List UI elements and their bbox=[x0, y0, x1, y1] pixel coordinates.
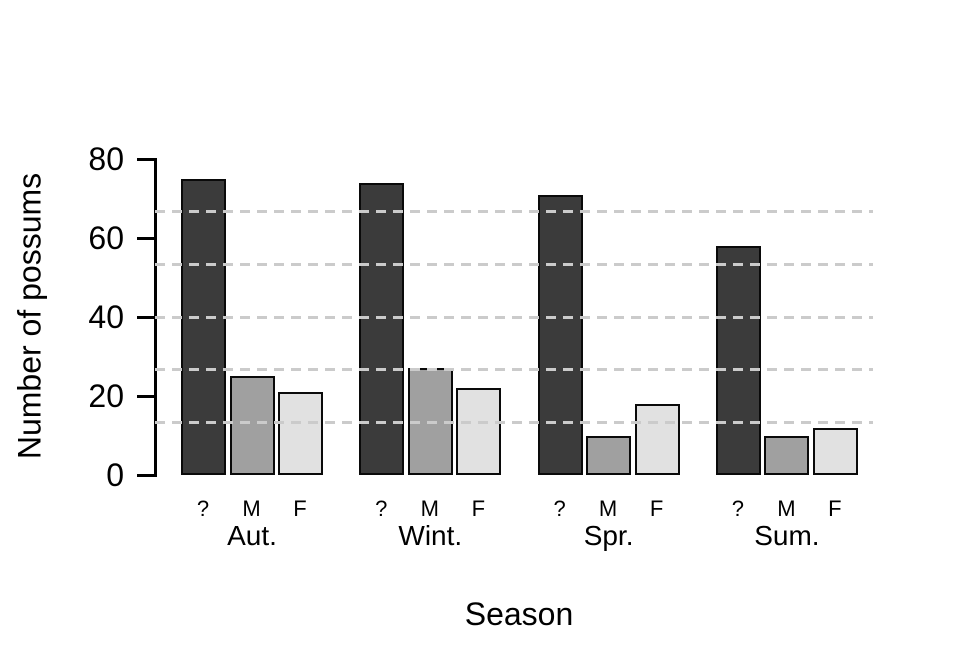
bar-label: M bbox=[242, 496, 261, 521]
bar-label: ? bbox=[553, 496, 566, 521]
bar-Aut-F bbox=[278, 392, 323, 475]
bar-label: F bbox=[649, 496, 664, 521]
gridline bbox=[155, 420, 873, 424]
bar-label: ? bbox=[375, 496, 388, 521]
bar-label: F bbox=[471, 496, 486, 521]
y-axis-tick bbox=[137, 315, 155, 319]
bar-Sum-F bbox=[812, 427, 858, 475]
bar-Wint-F bbox=[456, 388, 502, 475]
y-tick-label: 20 bbox=[88, 378, 124, 414]
group-label-aut: Aut. bbox=[227, 520, 277, 551]
bar-Spr-unknown bbox=[537, 194, 583, 475]
y-axis-tick bbox=[137, 473, 155, 477]
bar-Sum-unknown bbox=[715, 245, 761, 475]
bar-label: ? bbox=[196, 496, 210, 521]
bar-label: M bbox=[420, 496, 439, 521]
gridline bbox=[155, 262, 873, 266]
y-tick-label: 40 bbox=[88, 299, 124, 335]
y-axis-tick bbox=[137, 236, 155, 240]
group-label-spr: Spr. bbox=[583, 520, 634, 551]
bar-label: M bbox=[777, 496, 796, 521]
y-axis-tick bbox=[137, 394, 155, 398]
y-tick-label: 0 bbox=[106, 457, 124, 493]
bar-label: F bbox=[293, 496, 307, 521]
group-label-wint: Wint. bbox=[398, 520, 463, 551]
bar-Spr-F bbox=[634, 403, 680, 475]
bar-Aut-M bbox=[229, 376, 275, 475]
bar-label: M bbox=[598, 496, 618, 521]
y-axis-tick bbox=[137, 157, 155, 161]
y-tick-label: 80 bbox=[88, 141, 124, 177]
x-axis-title: Season bbox=[464, 596, 574, 632]
group-label-sum: Sum. bbox=[754, 520, 820, 551]
bar-Spr-M bbox=[586, 435, 632, 475]
gridline bbox=[155, 368, 873, 372]
gridline bbox=[155, 210, 873, 214]
bar-Sum-M bbox=[764, 435, 810, 475]
bar-Wint-unknown bbox=[359, 182, 405, 475]
y-axis-title: Number of possums bbox=[11, 172, 48, 460]
gridline bbox=[155, 315, 873, 319]
bar-label: F bbox=[828, 496, 842, 521]
bar-label: ? bbox=[731, 496, 745, 521]
y-tick-label: 60 bbox=[88, 220, 124, 256]
bar-Aut-unknown bbox=[181, 178, 226, 475]
